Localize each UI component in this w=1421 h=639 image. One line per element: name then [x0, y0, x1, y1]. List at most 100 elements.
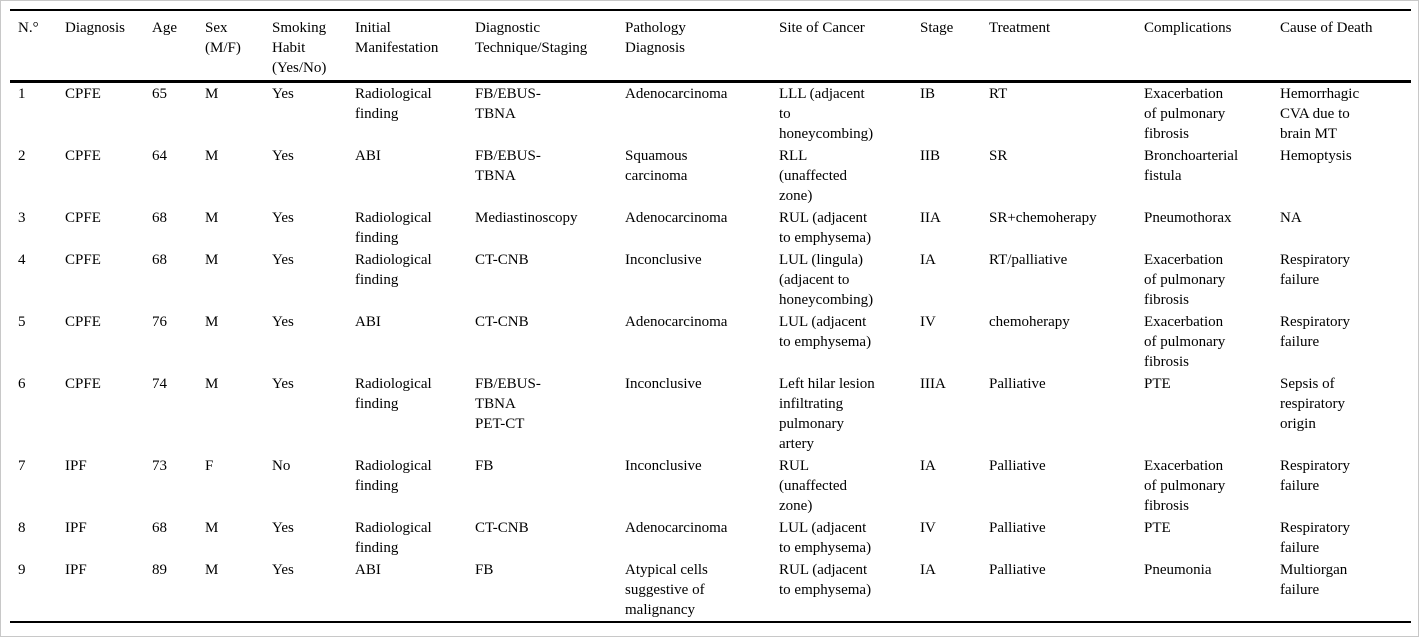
cell-cause_of_death: Respiratory failure [1280, 458, 1350, 494]
cell-num: 1 [18, 86, 26, 102]
cell-smoking_habit: Yes [272, 210, 294, 226]
cell-diagnostic_technique: FB [475, 562, 494, 578]
cell-diagnosis: CPFE [65, 86, 101, 102]
cell-age: 76 [152, 314, 167, 330]
table-row-patient-7: 7 IPF 73 F No Radiological finding FB Inconclus… [10, 455, 1411, 517]
cell-diagnostic_technique: FB/EBUS- TBNA [475, 86, 541, 122]
cell-cause_of_death: Respiratory failure [1280, 252, 1350, 288]
cell-stage: IIB [920, 148, 940, 164]
cell-initial_manifestation: Radiological finding [355, 458, 432, 494]
table-row-patient-5: 5 CPFE 76 M Yes ABI CT-CNB Adenocarcinoma LUL (a… [10, 311, 1411, 373]
cell-initial_manifestation: Radiological finding [355, 252, 432, 288]
cell-age: 68 [152, 210, 167, 226]
cell-diagnostic_technique: CT-CNB [475, 252, 529, 268]
cell-initial_manifestation: ABI [355, 562, 381, 578]
table-row-patient-4: 4 CPFE 68 M Yes Radiological finding CT-CNB Inc… [10, 249, 1411, 311]
column-header-num: N.° [10, 10, 65, 83]
cell-pathology_diagnosis: Adenocarcinoma [625, 210, 728, 226]
cell-diagnosis: CPFE [65, 210, 101, 226]
cell-sex: M [205, 252, 219, 268]
cell-sex: M [205, 376, 219, 392]
column-header-site_of_cancer: Site of Cancer [779, 10, 920, 83]
table-row-patient-3: 3 CPFE 68 M Yes Radiological finding Mediastin… [10, 207, 1411, 249]
cell-pathology_diagnosis: Inconclusive [625, 376, 702, 392]
cell-diagnosis: IPF [65, 562, 87, 578]
cell-stage: IA [920, 562, 936, 578]
cell-sex: M [205, 148, 219, 164]
cell-num: 3 [18, 210, 26, 226]
cell-smoking_habit: No [272, 458, 291, 474]
cell-treatment: SR [989, 148, 1008, 164]
cell-diagnosis: IPF [65, 458, 87, 474]
cell-complications: PTE [1144, 376, 1171, 392]
cell-cause_of_death: Sepsis of respiratory origin [1280, 376, 1345, 432]
cell-sex: M [205, 210, 219, 226]
cell-cause_of_death: Hemorrhagic CVA due to brain MT [1280, 86, 1360, 142]
column-header-diagnostic_technique: Diagnostic Technique/Staging [475, 10, 625, 83]
cell-stage: IIA [920, 210, 941, 226]
cell-treatment: chemoherapy [989, 314, 1070, 330]
cell-diagnostic_technique: FB/EBUS- TBNA PET-CT [475, 376, 541, 432]
cell-diagnostic_technique: CT-CNB [475, 314, 529, 330]
cell-diagnosis: CPFE [65, 376, 101, 392]
cell-sex: F [205, 458, 214, 474]
table-row-patient-6: 6 CPFE 74 M Yes Radiological finding FB/EBUS- … [10, 373, 1411, 455]
cell-smoking_habit: Yes [272, 520, 294, 536]
cell-stage: IV [920, 314, 936, 330]
cell-diagnostic_technique: FB [475, 458, 494, 474]
cell-complications: Pneumonia [1144, 562, 1212, 578]
cell-site_of_cancer: RUL (adjacent to emphysema) [779, 562, 872, 598]
cell-diagnosis: CPFE [65, 314, 101, 330]
cell-cause_of_death: NA [1280, 210, 1302, 226]
cell-pathology_diagnosis: Adenocarcinoma [625, 314, 728, 330]
cell-age: 73 [152, 458, 167, 474]
column-header-initial_manifestation: Initial Manifestation [355, 10, 475, 83]
cell-site_of_cancer: LUL (adjacent to emphysema) [779, 520, 872, 556]
column-header-cause_of_death: Cause of Death [1280, 10, 1411, 83]
cell-treatment: Palliative [989, 562, 1046, 578]
patients-table: N.° Diagnosis Age Sex (M/F) Smoking Habit (Y… [10, 9, 1411, 623]
cell-age: 74 [152, 376, 167, 392]
column-header-complications: Complications [1144, 10, 1280, 83]
cell-stage: IIIA [920, 376, 946, 392]
cell-site_of_cancer: LUL (adjacent to emphysema) [779, 314, 872, 350]
cell-num: 2 [18, 148, 26, 164]
cell-diagnostic_technique: CT-CNB [475, 520, 529, 536]
cell-treatment: Palliative [989, 520, 1046, 536]
cell-num: 4 [18, 252, 26, 268]
cell-cause_of_death: Respiratory failure [1280, 314, 1350, 350]
cell-initial_manifestation: ABI [355, 148, 381, 164]
cell-smoking_habit: Yes [272, 314, 294, 330]
table-row-patient-9: 9 IPF 89 M Yes ABI FB Atypical cells suggestive… [10, 559, 1411, 622]
cell-pathology_diagnosis: Inconclusive [625, 252, 702, 268]
cell-age: 68 [152, 252, 167, 268]
cell-treatment: Palliative [989, 458, 1046, 474]
patients-table-body: 1 CPFE 65 M Yes Radiological finding FB/EBUS- … [10, 82, 1411, 623]
cell-stage: IB [920, 86, 935, 102]
cell-site_of_cancer: RUL (unaffected zone) [779, 458, 848, 514]
cell-initial_manifestation: Radiological finding [355, 520, 432, 556]
cell-treatment: RT/palliative [989, 252, 1068, 268]
cell-pathology_diagnosis: Adenocarcinoma [625, 86, 728, 102]
column-header-sex: Sex (M/F) [205, 10, 272, 83]
cell-pathology_diagnosis: Atypical cells suggestive of malignancy [625, 562, 708, 618]
cell-complications: Pneumothorax [1144, 210, 1232, 226]
cell-initial_manifestation: Radiological finding [355, 376, 432, 412]
table-row-patient-8: 8 IPF 68 M Yes Radiological finding CT-CNB Aden… [10, 517, 1411, 559]
cell-smoking_habit: Yes [272, 376, 294, 392]
cell-num: 9 [18, 562, 26, 578]
cell-age: 68 [152, 520, 167, 536]
column-header-stage: Stage [920, 10, 989, 83]
cell-age: 65 [152, 86, 167, 102]
cell-smoking_habit: Yes [272, 86, 294, 102]
cell-stage: IV [920, 520, 936, 536]
cell-num: 6 [18, 376, 26, 392]
cell-smoking_habit: Yes [272, 252, 294, 268]
column-header-treatment: Treatment [989, 10, 1144, 83]
cell-num: 8 [18, 520, 26, 536]
cell-cause_of_death: Hemoptysis [1280, 148, 1352, 164]
cell-smoking_habit: Yes [272, 148, 294, 164]
cell-site_of_cancer: Left hilar lesion infiltrating pulmonary… [779, 376, 875, 452]
cell-treatment: RT [989, 86, 1008, 102]
cell-smoking_habit: Yes [272, 562, 294, 578]
